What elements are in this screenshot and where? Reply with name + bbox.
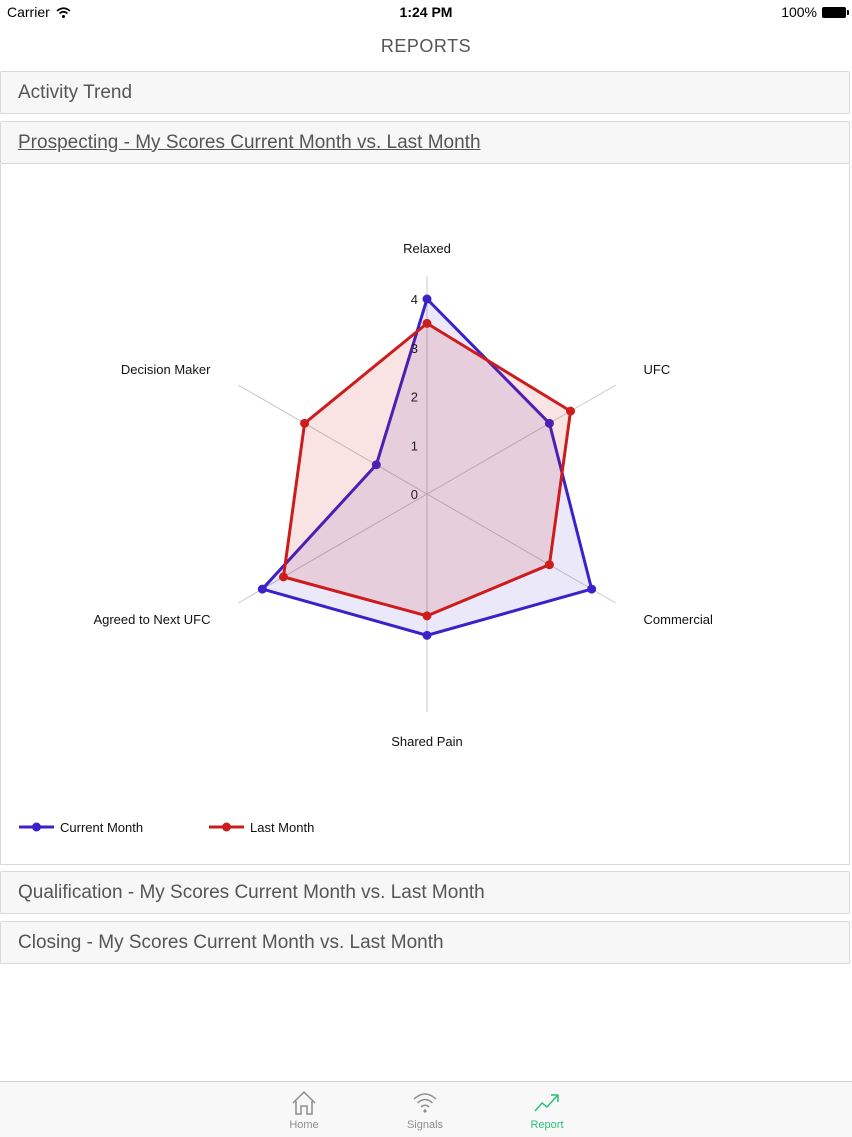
legend-marker [222, 822, 231, 832]
carrier-info: Carrier [7, 4, 71, 20]
status-bar: Carrier 1:24 PM 100% [0, 0, 852, 24]
section-prospecting[interactable]: Prospecting - My Scores Current Month vs… [0, 121, 850, 164]
report-icon [534, 1094, 559, 1112]
radar-axis-1 [426, 384, 617, 495]
data-point[interactable] [422, 630, 432, 640]
data-point[interactable] [422, 611, 432, 621]
radial-tick-label: 4 [411, 292, 418, 307]
tab-report[interactable]: Report [507, 1082, 587, 1137]
prospecting-chart-panel: 0 1 2 3 4 Relaxed UFC Commercial Shared Pain Agre… [0, 164, 850, 865]
battery-info: 100% [781, 4, 849, 20]
carrier-label: Carrier [7, 4, 50, 20]
category-label: Commercial [644, 612, 713, 627]
data-point[interactable] [371, 460, 381, 470]
radial-tick-label: 3 [411, 341, 418, 356]
tab-signals-label: Signals [406, 1119, 444, 1131]
category-label: UFC [644, 362, 671, 377]
radial-tick-label: 1 [411, 438, 418, 453]
section-closing-label: Closing - My Scores Current Month vs. La… [18, 931, 444, 953]
radar-axis-4 [237, 493, 428, 604]
data-point[interactable] [422, 318, 432, 328]
section-activity-trend[interactable]: Activity Trend [0, 71, 850, 114]
legend-label[interactable]: Last Month [250, 820, 314, 835]
tab-home-label: Home [289, 1119, 319, 1131]
category-label: Decision Maker [121, 362, 211, 377]
radial-tick-label: 0 [411, 487, 418, 502]
wifi-icon [56, 6, 71, 18]
section-closing[interactable]: Closing - My Scores Current Month vs. La… [0, 921, 850, 964]
category-label: Relaxed [403, 241, 451, 256]
tab-bar: Home Signals Report [0, 1081, 852, 1137]
series-area-last-month [281, 321, 573, 618]
category-label: Agreed to Next UFC [93, 612, 210, 627]
page-title: REPORTS [380, 36, 472, 56]
radial-tick-label: 2 [411, 390, 418, 405]
data-point[interactable] [278, 572, 288, 582]
tab-report-label: Report [530, 1119, 564, 1131]
status-time: 1:24 PM [399, 4, 453, 20]
tab-home[interactable]: Home [264, 1082, 344, 1137]
data-point[interactable] [257, 584, 267, 594]
radar-axis-5 [237, 384, 428, 495]
section-qualification-label: Qualification - My Scores Current Month … [18, 881, 485, 903]
radar-chart: 0 1 2 3 4 Relaxed UFC Commercial Shared Pain Agre… [19, 241, 713, 835]
tab-signals[interactable]: Signals [385, 1082, 465, 1137]
section-qualification[interactable]: Qualification - My Scores Current Month … [0, 871, 850, 914]
legend-marker [32, 822, 41, 832]
battery-percent: 100% [781, 4, 817, 20]
battery-icon [822, 6, 849, 18]
data-point[interactable] [544, 418, 554, 428]
data-point[interactable] [544, 560, 554, 570]
data-point[interactable] [587, 584, 597, 594]
section-prospecting-label: Prospecting - My Scores Current Month vs… [18, 131, 481, 153]
radar-axis-2 [426, 493, 617, 604]
data-point[interactable] [422, 294, 432, 304]
data-point[interactable] [566, 406, 576, 416]
section-activity-trend-label: Activity Trend [18, 81, 133, 103]
category-label: Shared Pain [391, 734, 463, 749]
legend-label[interactable]: Current Month [60, 820, 143, 835]
signals-icon [413, 1093, 437, 1113]
data-point[interactable] [300, 418, 310, 428]
home-icon [292, 1090, 316, 1115]
